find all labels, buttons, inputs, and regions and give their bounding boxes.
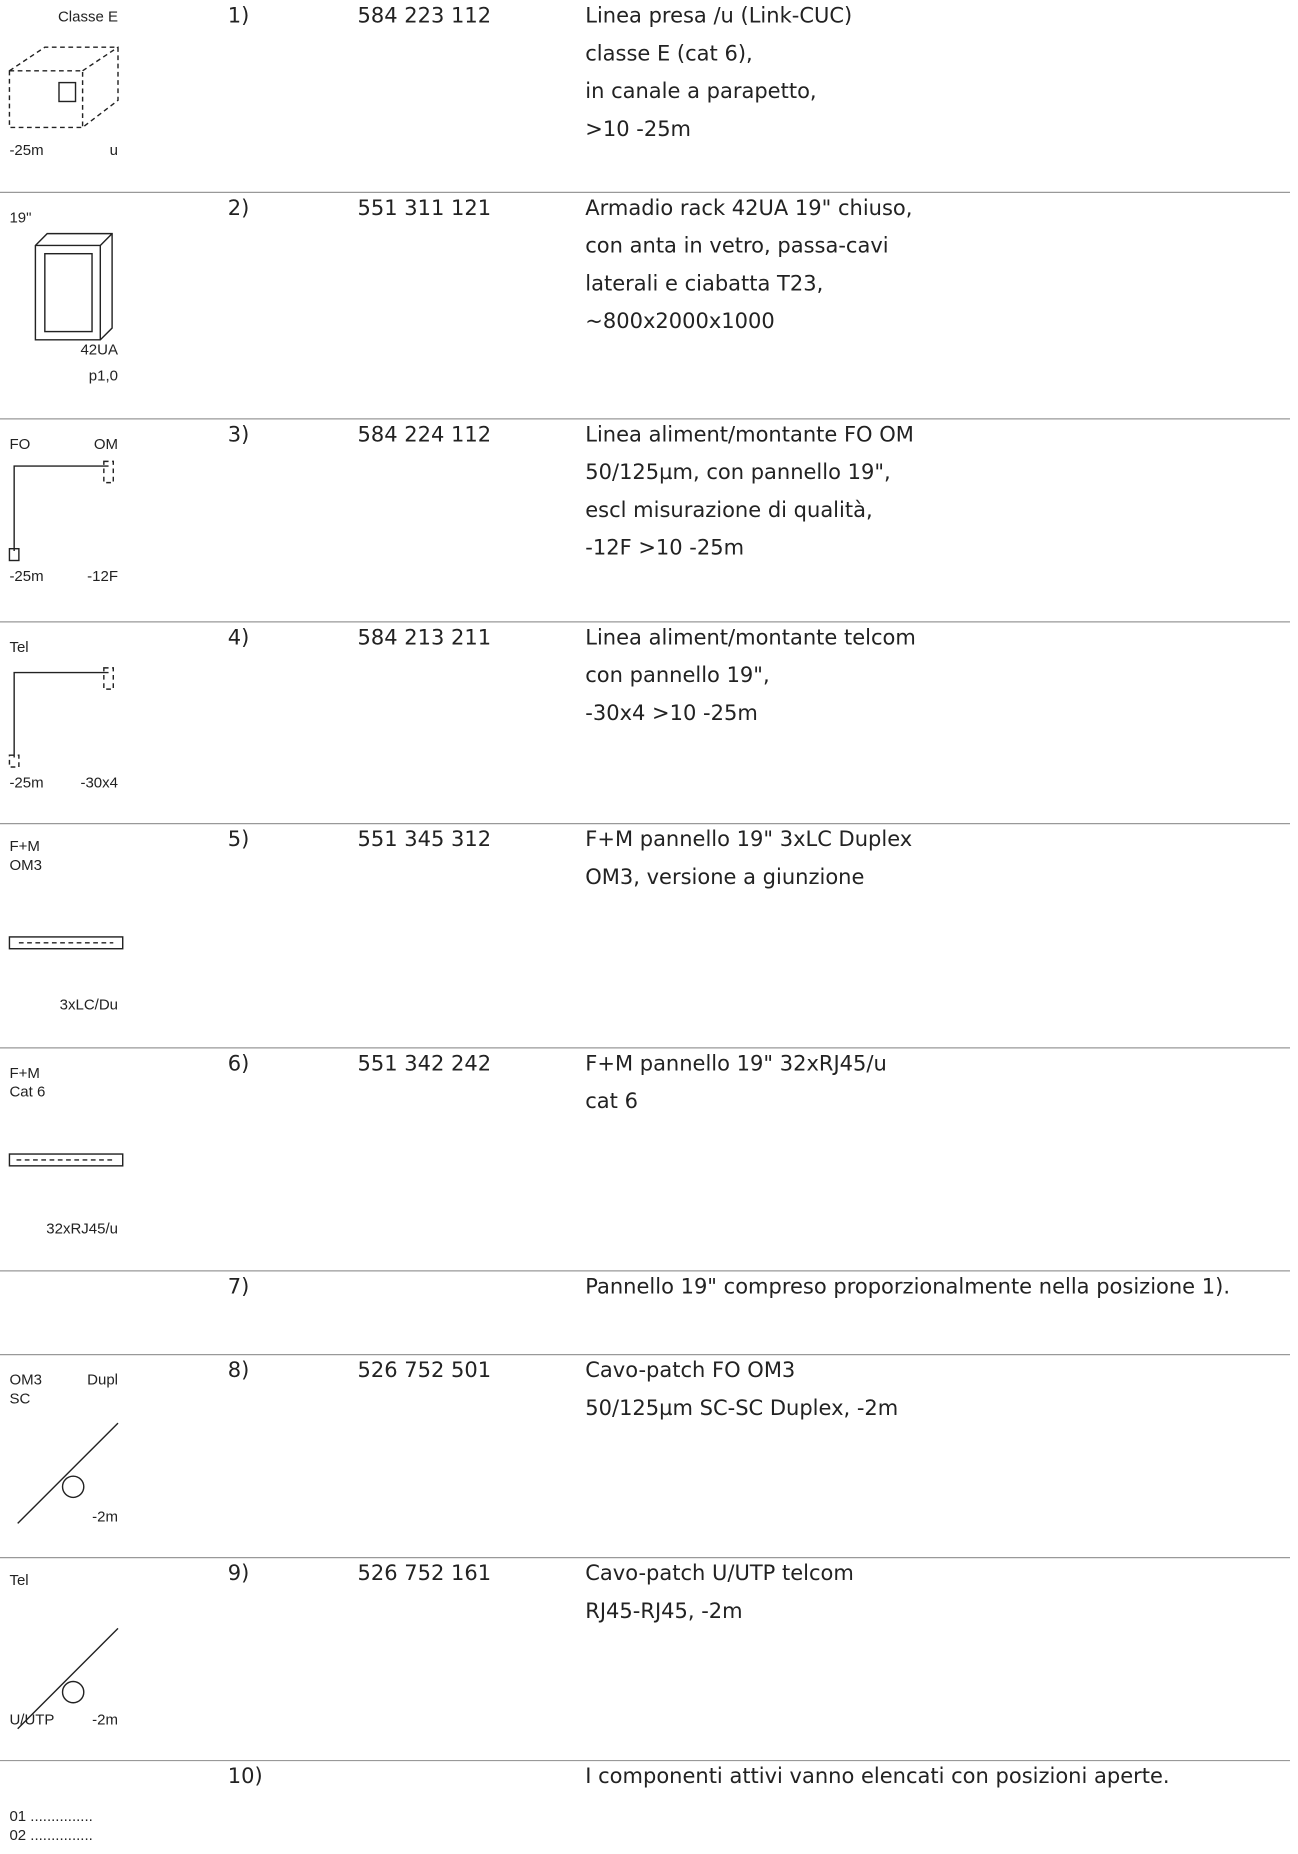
icon-label: u xyxy=(110,142,118,159)
position-number: 10) xyxy=(228,1764,263,1788)
article-code: 526 752 501 xyxy=(358,1358,492,1382)
icon-label: -2m xyxy=(92,1508,118,1525)
icon-label: 32xRJ45/u xyxy=(46,1221,118,1238)
icon-label: -25m xyxy=(9,568,43,585)
article-code: 584 224 112 xyxy=(358,422,492,446)
article-code: 551 342 242 xyxy=(358,1051,492,1075)
position-number: 3) xyxy=(228,422,250,446)
icon xyxy=(8,936,124,950)
icon xyxy=(8,46,119,129)
icon-shape xyxy=(103,667,114,690)
icon-label: -25m xyxy=(9,142,43,159)
position-number: 8) xyxy=(228,1358,250,1382)
description-line: 50/125µm, con pannello 19", xyxy=(585,460,890,484)
description-line: in canale a parapetto, xyxy=(585,79,816,103)
icon-shape xyxy=(8,754,20,768)
icon-shape xyxy=(58,81,77,103)
icon-label: SC xyxy=(9,1390,30,1407)
description-line: I componenti attivi vanno elencati con p… xyxy=(585,1764,1169,1788)
icon-label: p1,0 xyxy=(89,367,118,384)
icon-label: Tel xyxy=(9,1572,28,1589)
icon-shape xyxy=(8,1153,124,1167)
icon xyxy=(8,1153,124,1167)
position-number: 4) xyxy=(228,625,250,649)
icon-label: OM xyxy=(94,436,118,453)
icon-label: FO xyxy=(9,436,30,453)
description-line: con anta in vetro, passa-cavi xyxy=(585,234,888,258)
icon-label: F+M xyxy=(9,1065,39,1082)
icon-shape xyxy=(103,460,114,484)
description-line: -12F >10 -25m xyxy=(585,536,744,560)
description-line: Cavo-patch FO OM3 xyxy=(585,1358,795,1382)
description-line: Linea aliment/montante FO OM xyxy=(585,422,914,446)
icon xyxy=(34,232,113,341)
position-number: 6) xyxy=(228,1051,250,1075)
description-line: -30x4 >10 -25m xyxy=(585,701,758,725)
icon-label: OM3 xyxy=(9,857,42,874)
icon-label: 3xLC/Du xyxy=(60,996,118,1013)
description-line: classe E (cat 6), xyxy=(585,41,752,65)
icon-shape xyxy=(61,1680,85,1704)
icon-label: OM3 xyxy=(9,1372,42,1389)
icon-shape xyxy=(13,671,109,758)
description-line: F+M pannello 19" 32xRJ45/u xyxy=(585,1051,887,1075)
article-code: 551 345 312 xyxy=(358,827,492,851)
icon-shape xyxy=(34,232,113,341)
icon-label: U/UTP xyxy=(9,1711,54,1728)
description-line: ~800x2000x1000 xyxy=(585,309,774,333)
description-line: RJ45-RJ45, -2m xyxy=(585,1599,742,1623)
icon xyxy=(8,460,114,562)
icon-label: 42UA xyxy=(80,341,118,358)
icon-label: Tel xyxy=(9,639,28,656)
description-line: Linea presa /u (Link-CUC) xyxy=(585,4,852,28)
icon-shape xyxy=(17,1422,119,1524)
icon xyxy=(17,1627,119,1730)
description-line: >10 -25m xyxy=(585,117,691,141)
icon-label: -30x4 xyxy=(80,774,118,791)
article-code: 526 752 161 xyxy=(358,1561,492,1585)
icon xyxy=(8,667,114,768)
description-line: Cavo-patch U/UTP telcom xyxy=(585,1561,854,1585)
description-line: laterali e ciabatta T23, xyxy=(585,271,823,295)
position-number: 5) xyxy=(228,827,250,851)
icon-shape xyxy=(8,547,20,562)
icon-label: Dupl xyxy=(87,1372,118,1389)
icon-label: -2m xyxy=(92,1711,118,1728)
icon-label: 19" xyxy=(9,209,31,226)
icon-label: -25m xyxy=(9,774,43,791)
icon-shape xyxy=(44,252,93,333)
icon-shape xyxy=(61,1475,85,1499)
position-number: 2) xyxy=(228,196,250,220)
article-code: 584 213 211 xyxy=(358,625,492,649)
description-line: F+M pannello 19" 3xLC Duplex xyxy=(585,827,912,851)
icon-label: -12F xyxy=(87,568,118,585)
icon-shape xyxy=(8,46,119,129)
description-line: 50/125µm SC-SC Duplex, -2m xyxy=(585,1396,898,1420)
icon xyxy=(17,1422,119,1524)
article-code: 584 223 112 xyxy=(358,4,492,28)
description-line: escl misurazione di qualità, xyxy=(585,498,872,522)
description-line: con pannello 19", xyxy=(585,663,769,687)
description-line: OM3, versione a giunzione xyxy=(585,865,864,889)
description-line: Linea aliment/montante telcom xyxy=(585,625,916,649)
article-code: 551 311 121 xyxy=(358,196,492,220)
description-line: Pannello 19" compreso proporzionalmente … xyxy=(585,1274,1230,1298)
icon-label: 01 ............... xyxy=(9,1808,92,1825)
icon-shape xyxy=(8,936,124,950)
description-line: Armadio rack 42UA 19" chiuso, xyxy=(585,196,912,220)
icon-label: F+M xyxy=(9,838,39,855)
icon-shape xyxy=(13,465,109,552)
position-number: 1) xyxy=(228,4,250,28)
icon-label: 02 ............... xyxy=(9,1827,92,1844)
icon-label: Cat 6 xyxy=(9,1084,45,1101)
icon-shape xyxy=(17,1627,119,1730)
position-number: 9) xyxy=(228,1561,250,1585)
description-line: cat 6 xyxy=(585,1089,638,1113)
icon-label: Classe E xyxy=(58,9,118,26)
position-number: 7) xyxy=(228,1274,250,1298)
